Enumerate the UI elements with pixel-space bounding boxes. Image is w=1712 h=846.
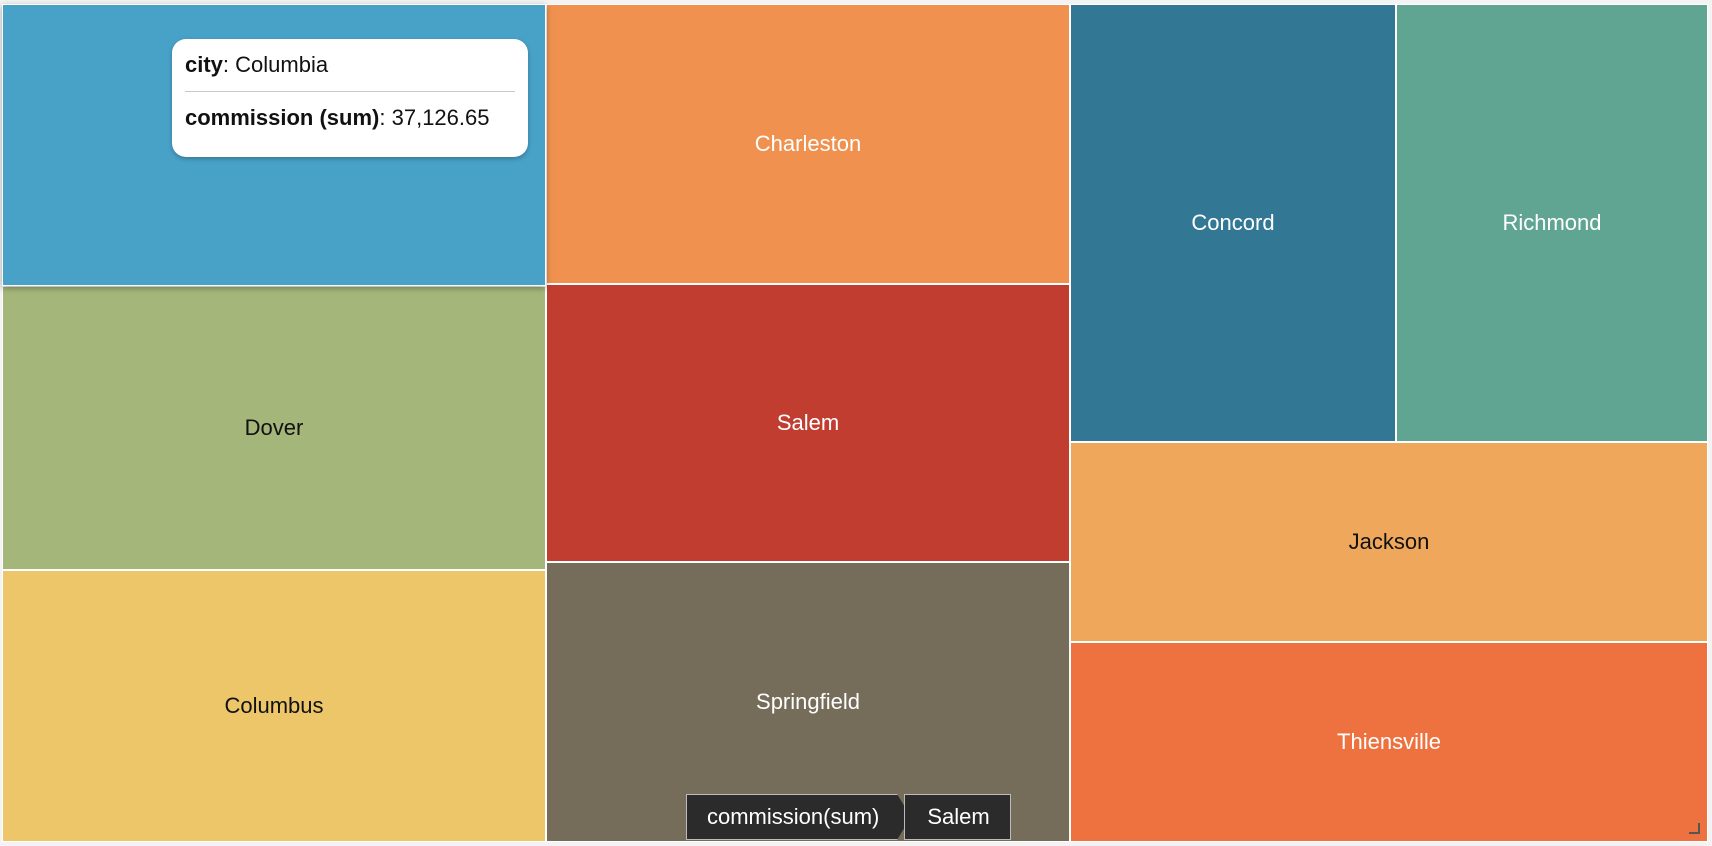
treemap-tile-label-charleston: Charleston <box>754 131 862 156</box>
treemap-tile-charleston[interactable]: Charleston <box>546 4 1070 284</box>
tooltip-divider <box>185 91 515 92</box>
breadcrumb: commission(sum) Salem <box>686 794 1011 840</box>
treemap-tile-label-springfield: Springfield <box>756 689 860 714</box>
treemap-tile-richmond[interactable]: Richmond <box>1396 4 1708 442</box>
breadcrumb-label-current: Salem <box>927 804 990 829</box>
breadcrumb-item-current[interactable]: Salem <box>904 794 1011 840</box>
tooltip-city-sep: : <box>222 52 236 77</box>
resize-handle-icon[interactable] <box>1688 822 1700 834</box>
tooltip-city-value: Columbia <box>235 52 329 77</box>
tooltip-measure-value: 37,126.65 <box>391 105 490 130</box>
tooltip-city-key: city <box>185 52 223 77</box>
treemap-tile-label-richmond: Richmond <box>1502 210 1602 235</box>
treemap-tile-label-jackson: Jackson <box>1348 529 1430 554</box>
treemap-tile-dover[interactable]: Dover <box>2 286 546 570</box>
breadcrumb-item-root[interactable]: commission(sum) <box>686 794 912 840</box>
treemap-tile-label-concord: Concord <box>1191 210 1275 235</box>
tooltip-measure-key: commission (sum) <box>185 105 380 130</box>
treemap-tile-concord[interactable]: Concord <box>1070 4 1396 442</box>
treemap-tile-label-dover: Dover <box>244 415 304 440</box>
treemap-tile-thiensville[interactable]: Thiensville <box>1070 642 1708 842</box>
treemap-tile-columbus[interactable]: Columbus <box>2 570 546 842</box>
treemap-tile-jackson[interactable]: Jackson <box>1070 442 1708 642</box>
treemap-tile-salem[interactable]: Salem <box>546 284 1070 562</box>
tooltip-measure-sep: : <box>379 105 392 130</box>
breadcrumb-label-root: commission(sum) <box>707 804 880 829</box>
tooltip: city: Columbia commission (sum): 37,126.… <box>172 39 528 157</box>
treemap-tile-label-columbus: Columbus <box>224 693 324 718</box>
treemap-tile-label-thiensville: Thiensville <box>1337 729 1441 754</box>
treemap-tile-label-salem: Salem <box>776 410 840 435</box>
